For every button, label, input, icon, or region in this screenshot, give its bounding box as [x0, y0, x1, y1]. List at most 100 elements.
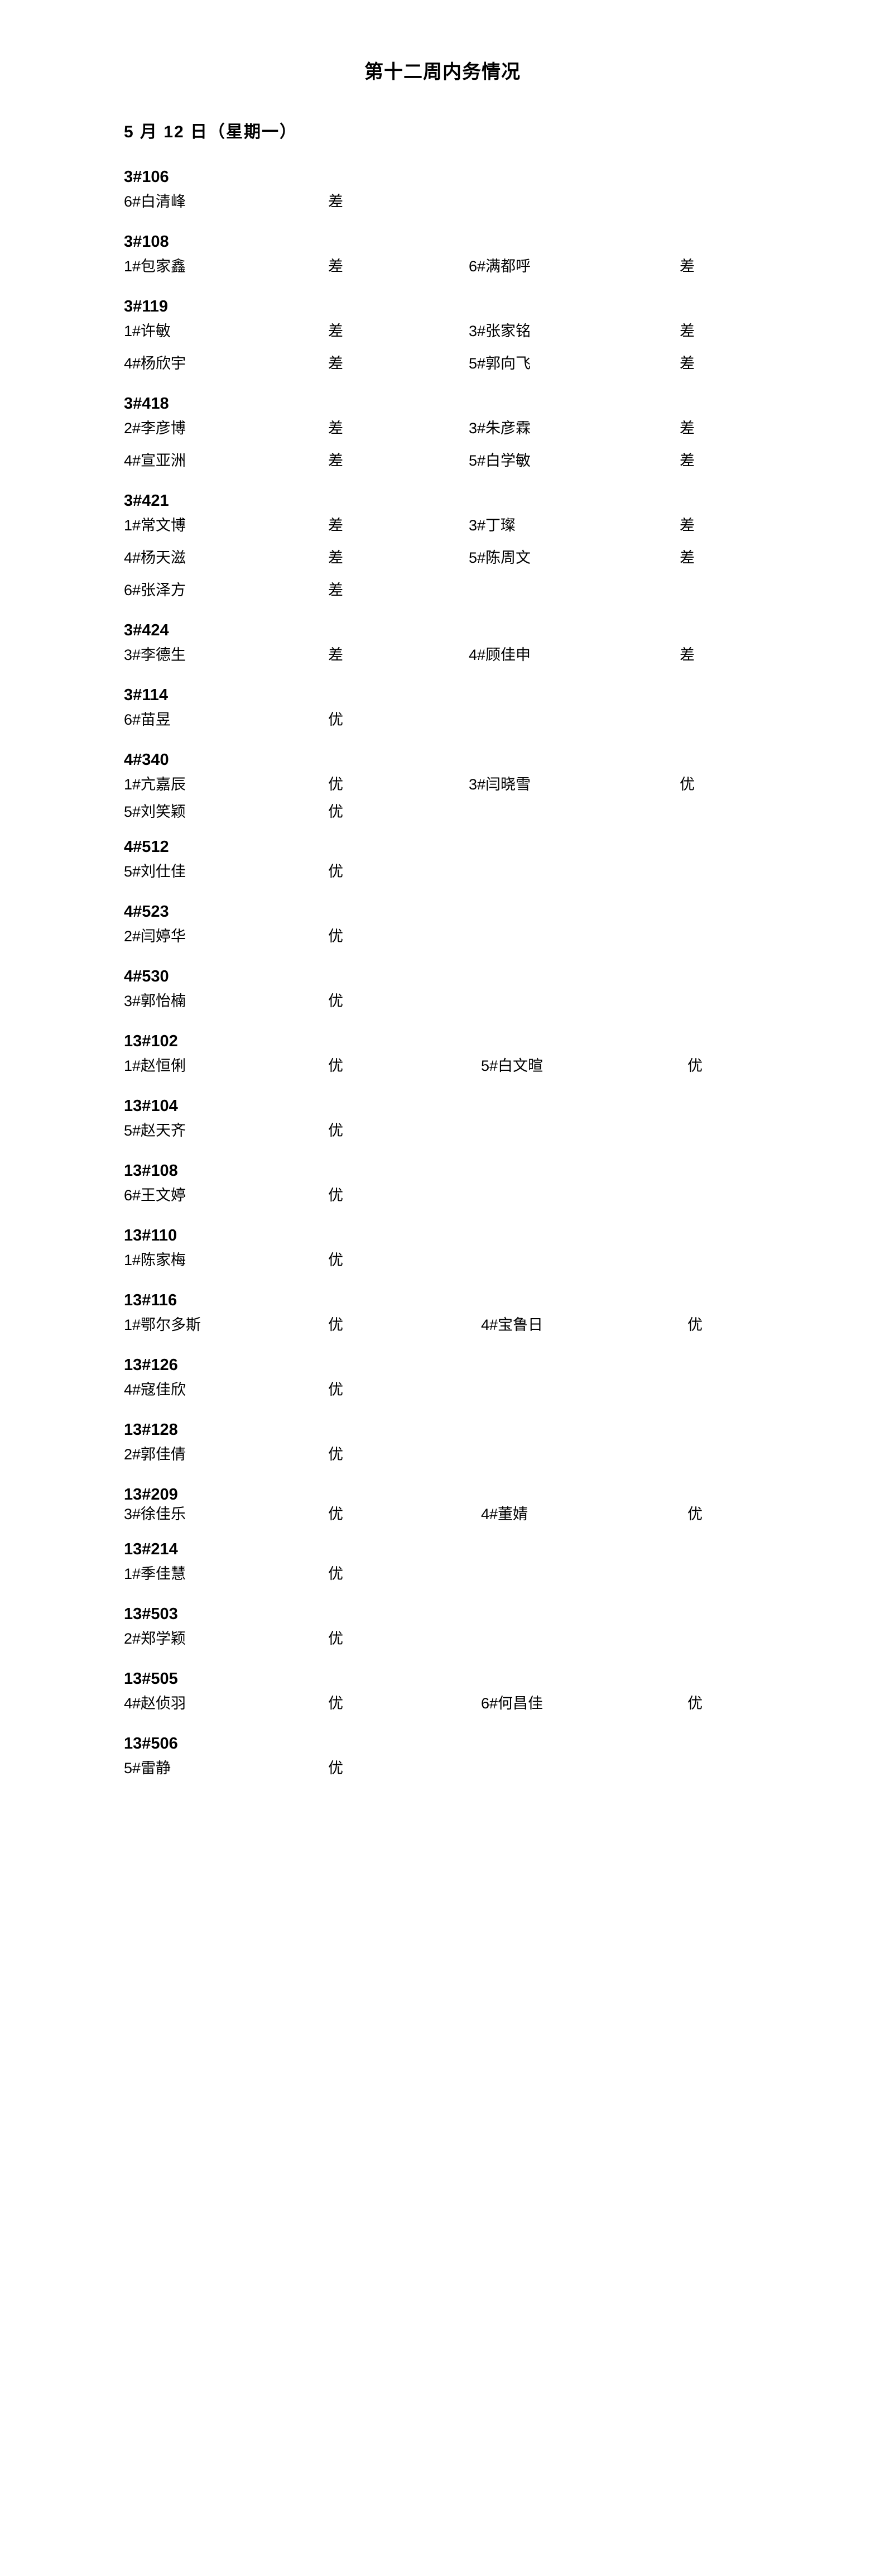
student-name-col1: 6#张泽方 — [124, 582, 186, 598]
room-section: 4#530 3#郭怡楠 优 — [0, 952, 885, 1017]
room-header: 4#512 — [124, 838, 169, 856]
rating-col1: 差 — [328, 549, 343, 566]
student-name-col2: 5#郭向飞 — [469, 355, 531, 372]
rating-col1: 差 — [328, 452, 343, 469]
rating-col1: 优 — [328, 803, 343, 820]
table-row: 4#寇佳欣 优 — [0, 1373, 885, 1406]
student-name-col1: 1#包家鑫 — [124, 258, 186, 275]
section-spacer — [0, 477, 885, 489]
student-name-col1: 5#雷静 — [124, 1760, 171, 1777]
rating-col1: 优 — [328, 1187, 343, 1204]
section-spacer — [0, 1276, 885, 1289]
student-name-col1: 4#杨欣宇 — [124, 355, 186, 372]
room-section: 4#512 5#刘仕佳 优 — [0, 823, 885, 888]
section-spacer — [0, 1655, 885, 1667]
rating-col1: 优 — [328, 863, 343, 880]
student-name-col1: 6#苗昱 — [124, 711, 171, 728]
student-name-col1: 5#刘笑颖 — [124, 803, 186, 820]
student-name-col2: 3#丁璨 — [469, 517, 516, 534]
student-name-col1: 1#季佳慧 — [124, 1565, 186, 1582]
room-section: 13#104 5#赵天齐 优 — [0, 1082, 885, 1147]
section-spacer — [0, 1341, 885, 1353]
room-section: 3#421 1#常文博差 3#丁璨差 4#杨天滋差 5#陈周文差 6#张泽方差 — [0, 477, 885, 606]
student-name-col2: 5#白学敏 — [469, 452, 531, 469]
student-name-col2: 3#朱彦霖 — [469, 420, 531, 437]
room-section: 13#128 2#郭佳倩 优 — [0, 1406, 885, 1471]
section-spacer — [0, 1017, 885, 1030]
section-spacer — [0, 1406, 885, 1418]
section-spacer — [0, 218, 885, 230]
room-header: 13#116 — [124, 1291, 177, 1309]
rating-col1: 优 — [328, 1122, 343, 1139]
room-section: 13#110 1#陈家梅 优 — [0, 1212, 885, 1276]
date-heading: 5 月 12 日（星期一） — [124, 123, 298, 141]
room-header: 13#214 — [124, 1540, 178, 1558]
table-row: 1#鄂尔多斯 优 4#宝鲁日 优 — [0, 1309, 885, 1341]
room-header: 3#108 — [124, 233, 169, 251]
rating-col1: 差 — [328, 323, 343, 339]
rating-col1: 差 — [328, 647, 343, 663]
room-header: 4#523 — [124, 903, 169, 921]
rating-col1: 优 — [328, 1506, 343, 1522]
section-spacer — [0, 1082, 885, 1094]
rating-col2: 差 — [680, 549, 695, 566]
room-header: 13#209 — [124, 1486, 178, 1504]
room-section: 13#506 5#雷静 优 — [0, 1720, 885, 1784]
rating-col2: 优 — [687, 1057, 703, 1074]
section-spacer — [0, 1471, 885, 1483]
room-section: 13#108 6#王文婷 优 — [0, 1147, 885, 1212]
room-header: 3#418 — [124, 395, 169, 413]
student-name-col1: 2#闫婷华 — [124, 928, 186, 945]
section-spacer — [0, 606, 885, 619]
table-row: 4#赵侦羽 优 6#何昌佳 优 — [0, 1687, 885, 1720]
student-name-col1: 1#赵恒俐 — [124, 1057, 186, 1074]
student-name-col1: 3#郭怡楠 — [124, 993, 186, 1009]
table-row: 2#闫婷华 优 — [0, 920, 885, 952]
room-header: 13#104 — [124, 1097, 178, 1115]
table-row: 2#李彦博 差 3#朱彦霖 差 — [0, 412, 885, 444]
section-spacer — [0, 380, 885, 392]
section-spacer — [0, 1590, 885, 1602]
student-name-col2: 6#何昌佳 — [481, 1695, 543, 1712]
table-row: 1#陈家梅 优 — [0, 1244, 885, 1276]
rating-col1: 优 — [328, 1565, 343, 1582]
student-name-col1: 1#陈家梅 — [124, 1252, 186, 1268]
room-section: 4#340 1#亢嘉辰优 3#闫晓雪优 5#刘笑颖优 — [0, 736, 885, 823]
page-title: 第十二周内务情况 — [364, 61, 521, 83]
rating-col1: 差 — [328, 420, 343, 437]
table-row: 3#徐佳乐 优 4#董婧 优 — [0, 1503, 885, 1525]
table-row: 1#季佳慧 优 — [0, 1558, 885, 1590]
room-header: 3#114 — [124, 686, 169, 704]
table-row: 6#王文婷 优 — [0, 1179, 885, 1212]
table-row: 5#雷静 优 — [0, 1752, 885, 1784]
table-row: 2#郑学颖 优 — [0, 1622, 885, 1655]
room-header: 13#108 — [124, 1162, 178, 1180]
room-section: 3#108 1#包家鑫 差 6#满都呼 差 — [0, 218, 885, 283]
rating-col2: 差 — [680, 355, 695, 372]
table-row: 1#包家鑫 差 6#满都呼 差 — [0, 250, 885, 283]
room-header: 3#106 — [124, 168, 169, 186]
room-header: 13#503 — [124, 1605, 178, 1623]
section-spacer — [0, 283, 885, 295]
student-name-col1: 1#许敏 — [124, 323, 171, 339]
room-header: 13#506 — [124, 1735, 178, 1753]
rating-col2: 优 — [687, 1506, 703, 1522]
table-row: 5#刘笑颖 优 — [0, 801, 885, 823]
rating-col1: 优 — [328, 1316, 343, 1333]
section-spacer — [0, 952, 885, 965]
student-name-col1: 2#郭佳倩 — [124, 1446, 186, 1463]
rating-col1: 优 — [328, 1630, 343, 1647]
rating-col2: 差 — [680, 517, 695, 534]
student-name-col2: 5#白文暄 — [481, 1057, 543, 1074]
room-header: 13#102 — [124, 1032, 178, 1050]
room-section: 4#523 2#闫婷华 优 — [0, 888, 885, 952]
student-name-col1: 3#徐佳乐 — [124, 1506, 186, 1522]
student-name-col2: 5#陈周文 — [469, 549, 531, 566]
section-spacer — [0, 1720, 885, 1732]
table-row: 1#赵恒俐 优 5#白文暄 优 — [0, 1050, 885, 1082]
student-name-col2: 4#宝鲁日 — [481, 1316, 543, 1333]
table-row: 4#宣亚洲 差 5#白学敏 差 — [0, 444, 885, 477]
table-row: 6#白清峰 差 — [0, 185, 885, 218]
rating-col1: 差 — [328, 582, 343, 598]
